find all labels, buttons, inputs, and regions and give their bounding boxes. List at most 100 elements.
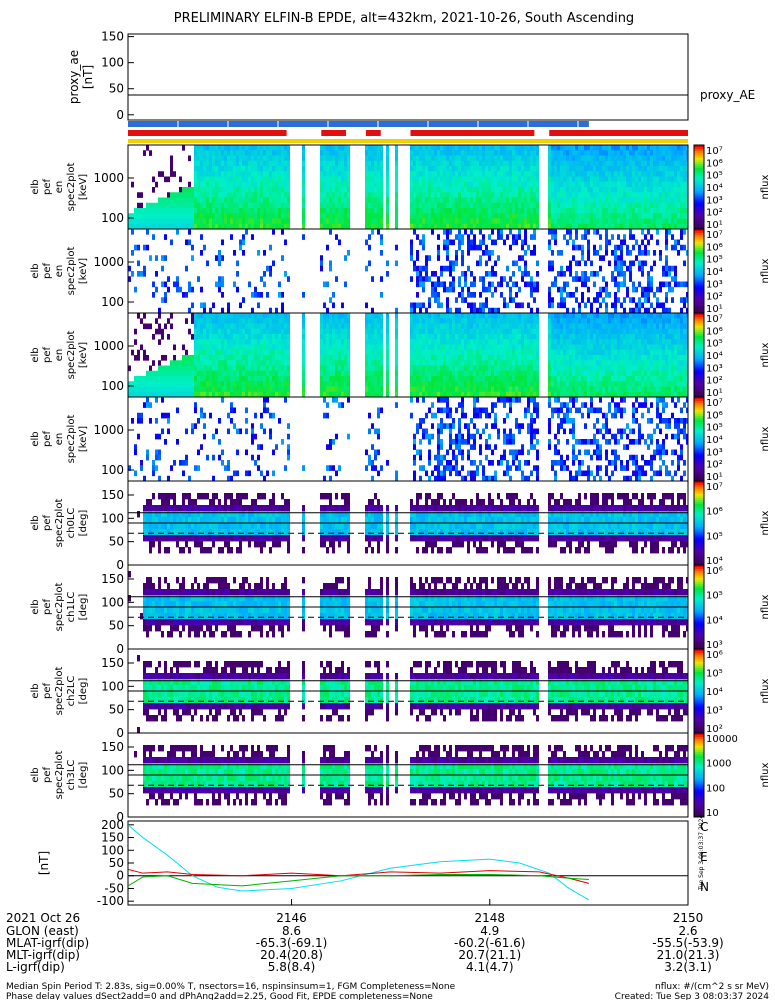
- heatmap-cell: [482, 318, 485, 324]
- heatmap-cell: [431, 271, 434, 277]
- heatmap-cell: [494, 239, 497, 246]
- heatmap-cell: [431, 386, 434, 393]
- heatmap-cell: [209, 355, 212, 361]
- heatmap-cell: [302, 318, 305, 324]
- heatmap-cell: [323, 344, 326, 351]
- heatmap-cell: [509, 276, 512, 282]
- heatmap-cell: [560, 176, 563, 183]
- heatmap-cell: [608, 208, 611, 214]
- heatmap-cell: [533, 355, 536, 361]
- heatmap-cell: [410, 381, 413, 387]
- heatmap-cell: [323, 145, 326, 151]
- heatmap-cell: [227, 155, 230, 162]
- heatmap-cell: [320, 370, 323, 377]
- heatmap-cell: [269, 349, 272, 356]
- heatmap-cell: [209, 166, 212, 172]
- heatmap-cell: [470, 145, 473, 151]
- heatmap-cell: [185, 370, 188, 377]
- heatmap-cell: [344, 202, 347, 209]
- heatmap-cell: [515, 381, 518, 387]
- heatmap-cell: [632, 281, 635, 288]
- heatmap-cell: [434, 386, 437, 393]
- heatmap-cell: [563, 208, 566, 214]
- heatmap-cell: [155, 370, 158, 377]
- heatmap-cell: [128, 365, 131, 372]
- heatmap-cell: [617, 208, 620, 214]
- heatmap-cell: [140, 386, 143, 393]
- heatmap-cell: [266, 376, 269, 382]
- heatmap-cell: [488, 187, 491, 193]
- heatmap-cell: [521, 365, 524, 372]
- heatmap-cell: [254, 223, 257, 229]
- heatmap-cell: [131, 181, 134, 188]
- heatmap-cell: [614, 265, 617, 272]
- heatmap-cell: [143, 391, 146, 397]
- colorbar-cell: [694, 252, 704, 255]
- heatmap-cell: [422, 339, 425, 345]
- heatmap-cell: [524, 328, 527, 335]
- heatmap-cell: [611, 176, 614, 183]
- heatmap-cell: [194, 187, 197, 193]
- heatmap-cell: [638, 145, 641, 151]
- heatmap-cell: [206, 313, 209, 319]
- heatmap-cell: [473, 307, 476, 313]
- heatmap-cell: [458, 328, 461, 335]
- colorbar-cell: [694, 195, 704, 198]
- heatmap-cell: [455, 250, 458, 256]
- heatmap-cell: [467, 208, 470, 214]
- heatmap-cell: [368, 381, 371, 387]
- heatmap-cell: [497, 328, 500, 335]
- heatmap-cell: [503, 318, 506, 324]
- heatmap-cell: [272, 213, 275, 219]
- heatmap-cell: [647, 197, 650, 204]
- colorbar-cell: [694, 166, 704, 169]
- heatmap-cell: [209, 218, 212, 225]
- heatmap-cell: [146, 386, 149, 393]
- heatmap-cell: [251, 365, 254, 372]
- heatmap-cell: [587, 218, 590, 225]
- heatmap-cell: [491, 365, 494, 372]
- heatmap-cell: [215, 376, 218, 382]
- heatmap-cell: [143, 271, 146, 277]
- heatmap-cell: [680, 307, 683, 313]
- heatmap-cell: [260, 218, 263, 225]
- heatmap-cell: [458, 187, 461, 193]
- heatmap-cell: [167, 202, 170, 209]
- heatmap-cell: [251, 145, 254, 151]
- heatmap-cell: [455, 323, 458, 330]
- heatmap-cell: [452, 239, 455, 246]
- heatmap-cell: [578, 197, 581, 204]
- heatmap-cell: [320, 365, 323, 372]
- heatmap-cell: [497, 376, 500, 382]
- heatmap-cell: [536, 328, 539, 335]
- heatmap-cell: [278, 323, 281, 330]
- heatmap-cell: [632, 197, 635, 204]
- heatmap-cell: [686, 155, 688, 162]
- heatmap-cell: [440, 344, 443, 351]
- heatmap-cell: [662, 281, 665, 288]
- panel-image: [128, 229, 688, 313]
- heatmap-cell: [680, 181, 683, 188]
- heatmap-cell: [338, 360, 341, 366]
- heatmap-cell: [338, 386, 341, 393]
- heatmap-cell: [374, 365, 377, 372]
- heatmap-cell: [518, 150, 521, 156]
- heatmap-cell: [506, 213, 509, 219]
- heatmap-cell: [494, 339, 497, 345]
- heatmap-cell: [137, 223, 140, 229]
- heatmap-cell: [446, 381, 449, 387]
- heatmap-cell: [503, 181, 506, 188]
- heatmap-cell: [377, 192, 380, 198]
- heatmap-cell: [329, 365, 332, 372]
- heatmap-cell: [602, 192, 605, 198]
- heatmap-cell: [638, 197, 641, 204]
- heatmap-cell: [371, 229, 374, 235]
- heatmap-cell: [653, 171, 656, 177]
- heatmap-cell: [494, 271, 497, 277]
- heatmap-cell: [272, 160, 275, 167]
- heatmap-cell: [536, 307, 539, 313]
- heatmap-cell: [605, 223, 608, 229]
- heatmap-cell: [239, 197, 242, 204]
- heatmap-cell: [161, 197, 164, 204]
- heatmap-cell: [497, 313, 500, 319]
